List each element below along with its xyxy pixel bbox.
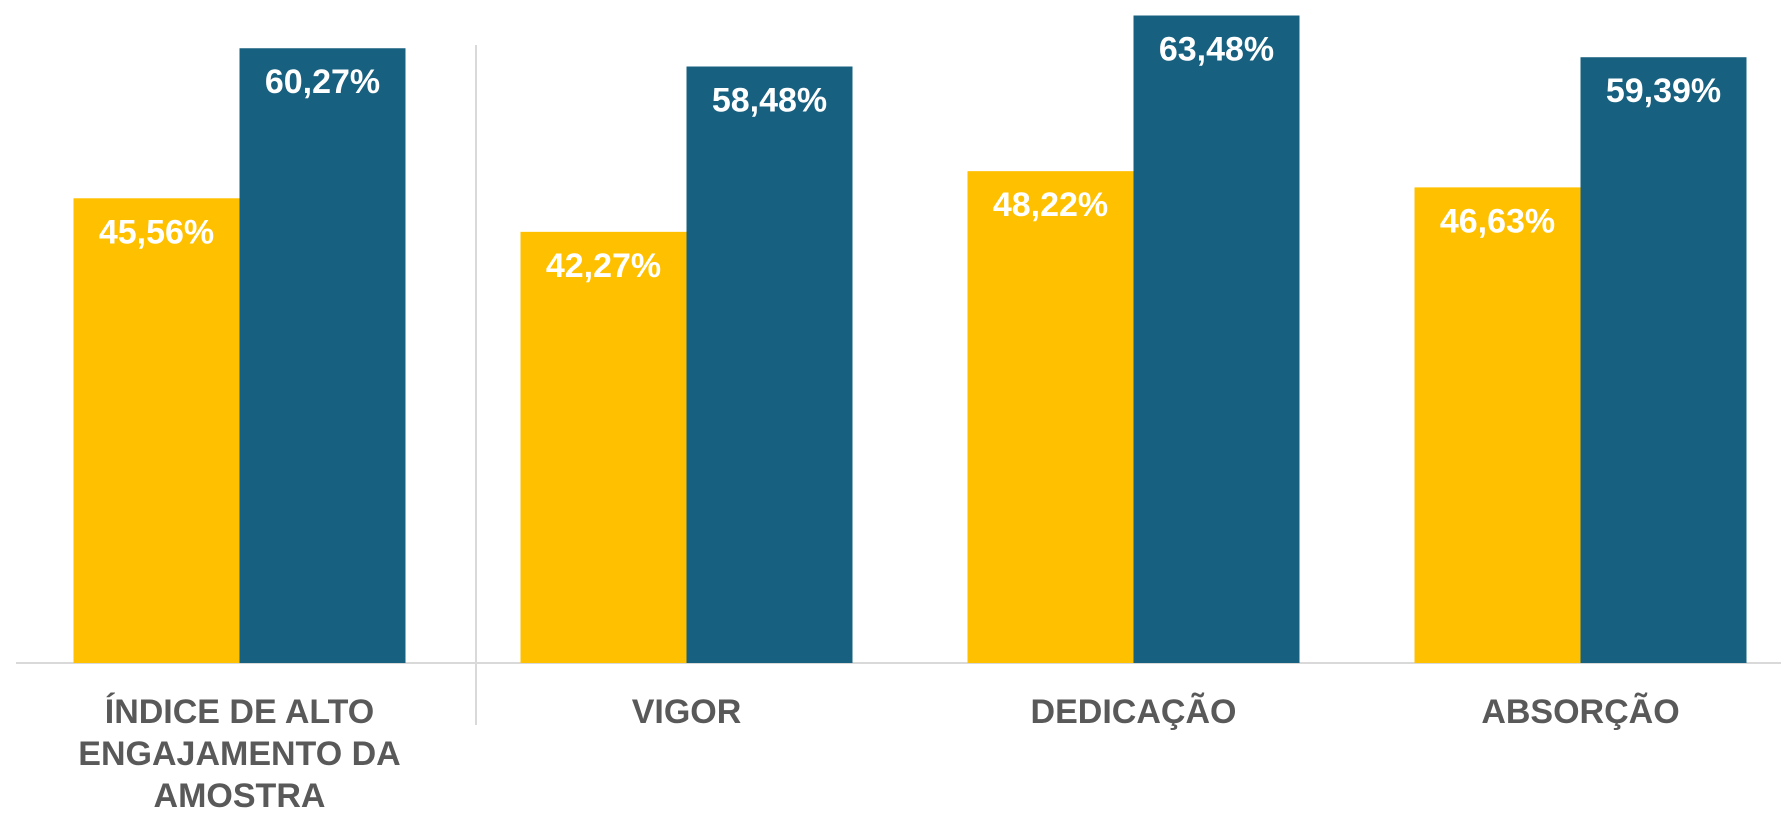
bar [239, 48, 406, 664]
data-label: 46,63% [1440, 202, 1555, 240]
bar [967, 171, 1134, 663]
bar [73, 198, 240, 663]
data-label: 60,27% [265, 63, 380, 101]
x-tick-label: DEDICAÇÃO [1030, 693, 1237, 731]
bar [1133, 15, 1300, 663]
bar [686, 66, 853, 663]
x-tick-label: ÍNDICE DE ALTO ENGAJAMENTO DA AMOSTRA [78, 693, 401, 815]
data-label: 58,48% [712, 81, 827, 119]
x-tick-label: VIGOR [631, 693, 742, 731]
data-label: 42,27% [546, 247, 661, 285]
bar [1580, 57, 1747, 664]
x-tick-label: ABSORÇÃO [1481, 693, 1680, 731]
data-label: 48,22% [993, 186, 1108, 224]
data-label: 59,39% [1606, 72, 1721, 110]
bar [1414, 187, 1581, 663]
bar [520, 231, 687, 663]
data-label: 63,48% [1159, 30, 1274, 68]
data-label: 45,56% [99, 213, 214, 251]
